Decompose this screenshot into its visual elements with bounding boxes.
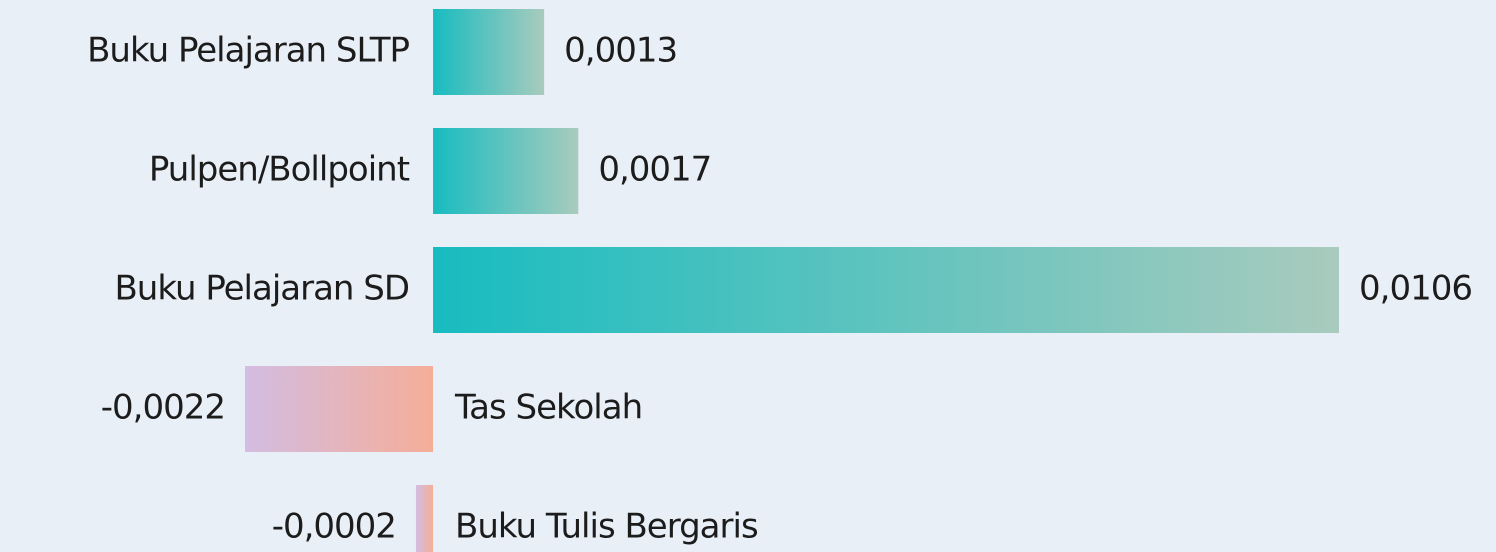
value-label: -0,0022 <box>101 388 225 428</box>
bar <box>433 128 579 214</box>
bar <box>433 9 545 95</box>
value-label: 0,0017 <box>598 150 711 190</box>
value-label: -0,0002 <box>272 507 396 547</box>
category-label: Buku Pelajaran SD <box>114 269 409 309</box>
bar <box>433 247 1339 333</box>
value-label: 0,0013 <box>564 31 677 71</box>
bar <box>415 485 434 552</box>
value-label: 0,0106 <box>1359 269 1472 309</box>
category-label: Tas Sekolah <box>454 388 642 428</box>
category-label: Buku Tulis Bergaris <box>455 507 758 547</box>
category-label: Buku Pelajaran SLTP <box>87 31 409 71</box>
bar <box>245 366 434 452</box>
category-label: Pulpen/Bollpoint <box>149 150 410 190</box>
